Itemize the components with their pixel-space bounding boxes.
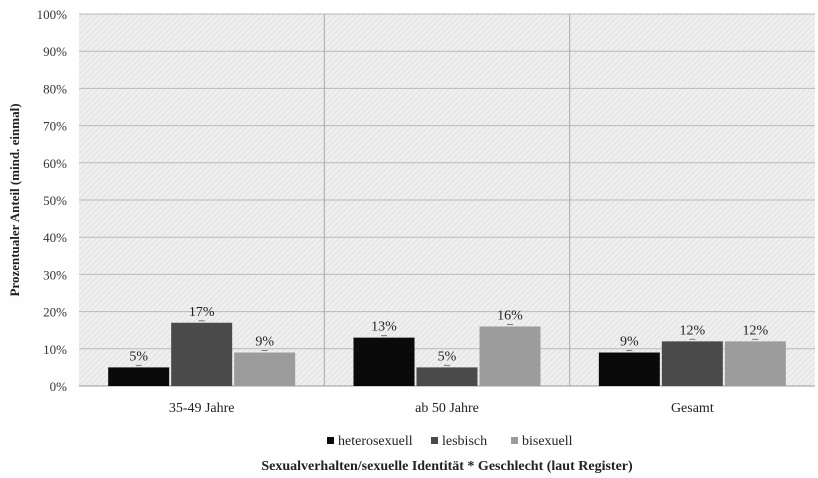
y-tick-label: 30%	[43, 267, 67, 282]
y-tick-label: 90%	[43, 44, 67, 59]
y-tick-label: 10%	[43, 342, 67, 357]
y-axis-label: Prozentualer Anteil (mind. einmal)	[7, 103, 22, 296]
legend: heterosexuell lesbisch bisexuell	[327, 434, 573, 449]
category-label: Gesamt	[671, 401, 714, 416]
bar-lesbisch	[171, 322, 233, 386]
bar-bisexuell	[724, 341, 786, 386]
data-labels: 5% 17% 9% 13% 5% 16% 9% 12% 12%	[129, 305, 768, 365]
y-tick-label: 50%	[43, 193, 67, 208]
legend-label: lesbisch	[442, 434, 487, 449]
x-axis-category-labels: 35-49 Jahre ab 50 Jahre Gesamt	[169, 401, 714, 416]
data-label: 17%	[189, 305, 215, 320]
legend-swatch	[431, 437, 438, 444]
data-label: 16%	[497, 308, 523, 323]
x-axis-title: Sexualverhalten/sexuelle Identität * Ges…	[261, 459, 633, 474]
data-label: 13%	[371, 320, 397, 335]
data-label: 5%	[129, 349, 148, 364]
data-label: 5%	[438, 349, 457, 364]
data-label: 9%	[255, 335, 274, 350]
data-label: 9%	[620, 335, 639, 350]
bar-lesbisch	[661, 341, 723, 386]
bars	[108, 320, 786, 386]
y-tick-label: 20%	[43, 305, 67, 320]
y-tick-label: 0%	[50, 379, 68, 394]
bar-bisexuell	[234, 352, 296, 386]
legend-swatch	[327, 437, 334, 444]
bar-bisexuell	[479, 326, 541, 386]
category-label: ab 50 Jahre	[415, 401, 479, 416]
bar-heterosexuell	[598, 352, 660, 386]
legend-label: bisexuell	[522, 434, 573, 449]
legend-swatch	[511, 437, 518, 444]
category-label: 35-49 Jahre	[169, 401, 235, 416]
y-axis-tick-labels: 0% 10% 20% 30% 40% 50% 60% 70% 80% 90% 100%	[37, 7, 68, 394]
bar-heterosexuell	[353, 337, 415, 386]
bar-lesbisch	[416, 367, 478, 386]
gridlines	[79, 13, 815, 387]
legend-label: heterosexuell	[338, 434, 413, 449]
y-tick-label: 40%	[43, 230, 67, 245]
y-tick-label: 100%	[37, 7, 68, 22]
y-tick-label: 70%	[43, 119, 67, 134]
y-tick-label: 80%	[43, 81, 67, 96]
data-label: 12%	[679, 323, 705, 338]
data-label: 12%	[742, 323, 768, 338]
y-tick-label: 60%	[43, 156, 67, 171]
bar-heterosexuell	[108, 367, 170, 386]
